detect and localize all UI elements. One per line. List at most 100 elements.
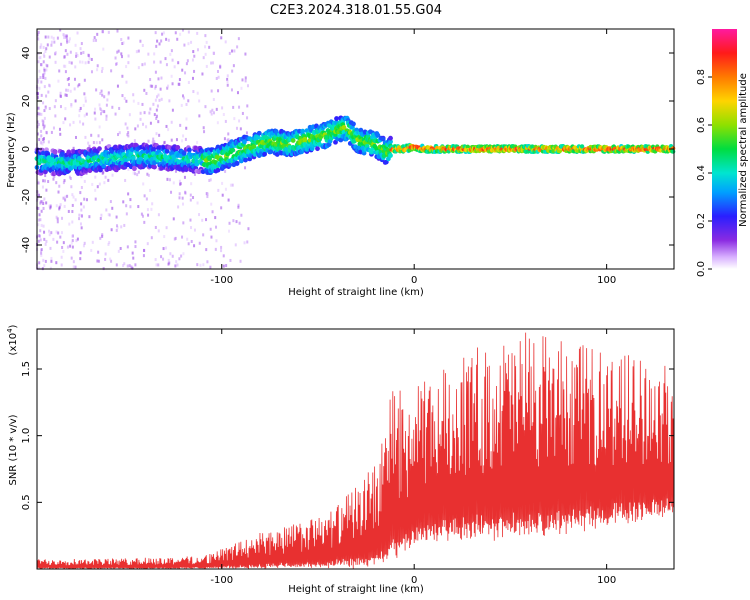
spectrogram-noise-cell <box>96 68 99 72</box>
spectrogram-noise-cell <box>103 110 106 114</box>
spectrogram-noise-cell <box>187 30 190 34</box>
spectrogram-noise-cell <box>198 99 201 103</box>
spectrogram-noise-cell <box>80 226 83 230</box>
spectrogram-noise-cell <box>61 216 64 220</box>
spectrogram-noise-cell <box>178 82 181 86</box>
spectrogram-noise-cell <box>155 117 158 121</box>
spectrogram-noise-cell <box>154 86 157 90</box>
spectrogram-noise-cell <box>142 254 145 258</box>
spectrogram-noise-cell <box>114 112 117 116</box>
spectrogram-noise-cell <box>157 77 160 81</box>
spectrogram-noise-cell <box>198 213 201 217</box>
spectrogram-noise-cell <box>38 261 41 265</box>
spectrogram-noise-cell <box>74 99 77 103</box>
spectrogram-noise-cell <box>43 237 46 241</box>
spectrogram-noise-cell <box>217 89 220 93</box>
spectrogram-noise-cell <box>244 166 247 170</box>
spectrogram-noise-cell <box>151 140 154 144</box>
spectrogram-noise-cell <box>245 131 248 135</box>
spectrogram-ridge-cell <box>388 135 393 141</box>
spectrogram-noise-cell <box>149 84 152 88</box>
spectrogram-noise-layer <box>36 28 250 271</box>
spectrogram-noise-cell <box>72 195 75 199</box>
spectrogram-noise-cell <box>236 91 239 95</box>
spectrogram-noise-cell <box>219 64 222 68</box>
spectrogram-noise-cell <box>39 45 42 49</box>
spectrogram-noise-cell <box>183 175 186 179</box>
spectrogram-noise-cell <box>100 89 103 93</box>
spectrogram-noise-cell <box>201 218 204 222</box>
spectrogram-noise-cell <box>60 231 63 235</box>
spectrogram-noise-cell <box>187 80 190 84</box>
spectrogram-noise-cell <box>229 258 232 262</box>
spectrogram-noise-cell <box>127 54 130 58</box>
spectrogram-noise-cell <box>78 217 81 221</box>
spectrogram-noise-cell <box>125 80 128 84</box>
spectrogram-noise-cell <box>212 97 215 101</box>
spectrogram-noise-cell <box>210 61 213 65</box>
spectrogram-noise-cell <box>63 36 66 40</box>
spectrogram-noise-cell <box>216 69 219 73</box>
spectrogram-noise-cell <box>37 79 40 83</box>
spectrogram-noise-cell <box>42 224 45 228</box>
spectrogram-noise-cell <box>56 240 59 244</box>
spectrogram-noise-cell <box>174 264 177 268</box>
spectrogram-noise-cell <box>122 200 125 204</box>
spectrogram-noise-cell <box>121 74 124 78</box>
spectrogram-noise-cell <box>155 95 158 99</box>
svg-text:(x104): (x104) <box>6 324 19 355</box>
spectrogram-noise-cell <box>37 60 40 64</box>
snr-y-axis: 0.5 1.0 1.5 <box>21 361 674 510</box>
spectrogram-noise-cell <box>238 119 241 123</box>
spectrogram-noise-cell <box>83 241 86 245</box>
spectrogram-noise-cell <box>149 78 152 82</box>
spectrogram-noise-cell <box>98 141 101 145</box>
spectrogram-noise-cell <box>139 39 142 43</box>
spectrogram-noise-cell <box>58 127 61 131</box>
spectrogram-noise-cell <box>67 83 70 87</box>
spectrogram-noise-cell <box>40 253 43 257</box>
spectrogram-noise-cell <box>88 144 91 148</box>
spectrogram-noise-cell <box>44 50 47 54</box>
spectrogram-y-tick-label: 20 <box>21 95 32 108</box>
spectrogram-noise-cell <box>226 77 229 81</box>
spectrogram-noise-cell <box>239 127 242 131</box>
spectrogram-noise-cell <box>231 69 234 73</box>
spectrogram-noise-cell <box>115 228 118 232</box>
spectrogram-noise-cell <box>191 58 194 62</box>
spectrogram-noise-cell <box>183 43 186 47</box>
spectrogram-noise-cell <box>171 82 174 86</box>
spectrogram-noise-cell <box>244 79 247 83</box>
spectrogram-noise-cell <box>162 247 165 251</box>
spectrogram-noise-cell <box>40 248 43 252</box>
colorbar-label: Normalized spectral amplitude <box>738 73 749 227</box>
spectrogram-ridge-layer <box>34 115 676 177</box>
spectrogram-noise-cell <box>78 83 81 87</box>
spectrogram-noise-cell <box>44 35 47 39</box>
spectrogram-noise-cell <box>160 76 163 80</box>
spectrogram-noise-cell <box>101 138 104 142</box>
spectrogram-ridge-cell <box>138 156 144 162</box>
spectrogram-noise-cell <box>186 237 189 241</box>
spectrogram-noise-cell <box>160 97 163 101</box>
spectrogram-noise-cell <box>65 93 68 97</box>
spectrogram-noise-cell <box>129 198 132 202</box>
spectrogram-noise-cell <box>46 43 49 47</box>
spectrogram-noise-cell <box>97 250 100 254</box>
spectrogram-noise-cell <box>94 197 97 201</box>
spectrogram-noise-cell <box>42 126 45 130</box>
spectrogram-noise-cell <box>98 103 101 107</box>
spectrogram-noise-cell <box>116 225 119 229</box>
spectrogram-noise-cell <box>171 254 174 258</box>
spectrogram-noise-cell <box>193 244 196 248</box>
spectrogram-noise-cell <box>71 245 74 249</box>
spectrogram-ridge-cell <box>199 148 205 154</box>
spectrogram-noise-cell <box>70 256 73 260</box>
spectrogram-noise-cell <box>107 213 110 217</box>
spectrogram-noise-cell <box>101 233 104 237</box>
spectrogram-noise-cell <box>220 245 223 249</box>
spectrogram-noise-cell <box>147 213 150 217</box>
spectrogram-noise-cell <box>234 243 237 247</box>
spectrogram-noise-cell <box>74 43 77 47</box>
spectrogram-noise-cell <box>178 192 181 196</box>
